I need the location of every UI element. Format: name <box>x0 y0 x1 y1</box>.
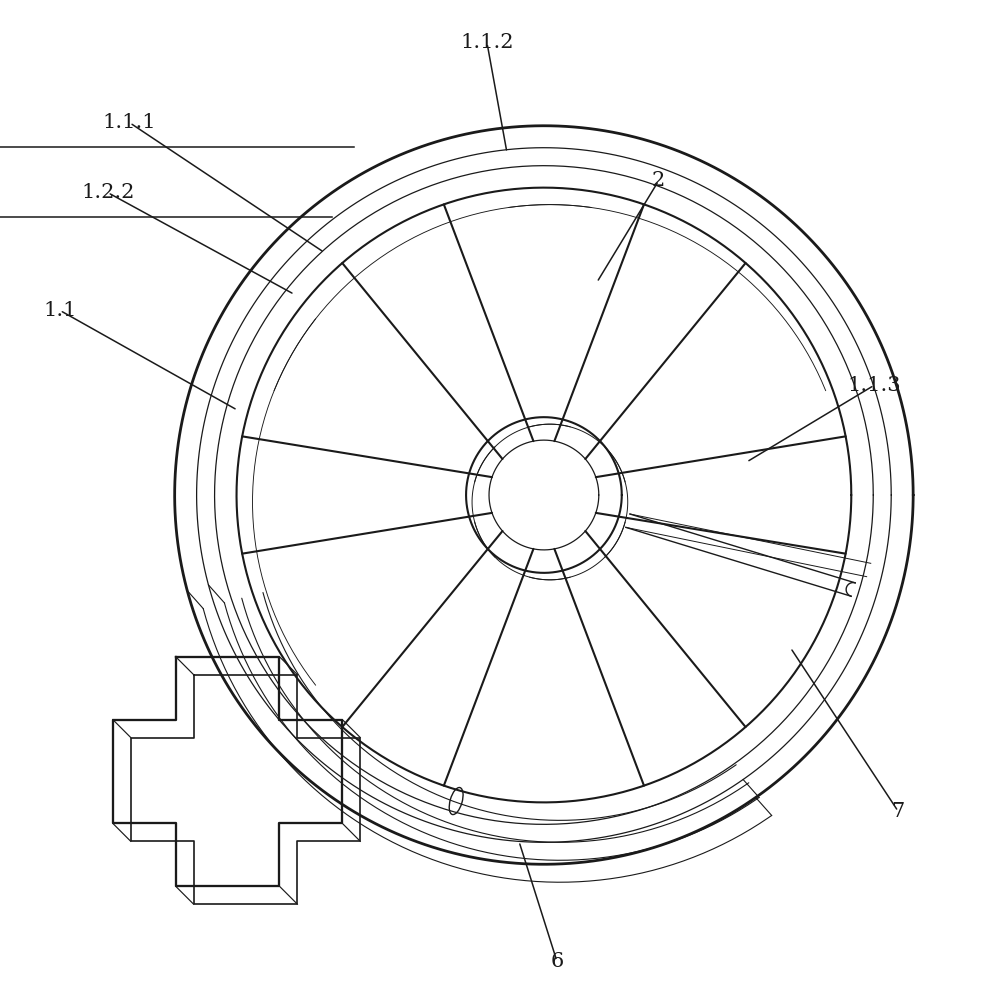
Text: 7: 7 <box>891 802 905 821</box>
Text: 1.1.1: 1.1.1 <box>103 113 157 132</box>
Text: 1.2.2: 1.2.2 <box>81 183 135 202</box>
Text: 2: 2 <box>652 171 666 190</box>
Text: 1.1.3: 1.1.3 <box>847 376 901 395</box>
Text: 1.1.2: 1.1.2 <box>460 33 514 52</box>
Text: 1.1: 1.1 <box>43 301 77 320</box>
Text: 6: 6 <box>550 952 564 971</box>
